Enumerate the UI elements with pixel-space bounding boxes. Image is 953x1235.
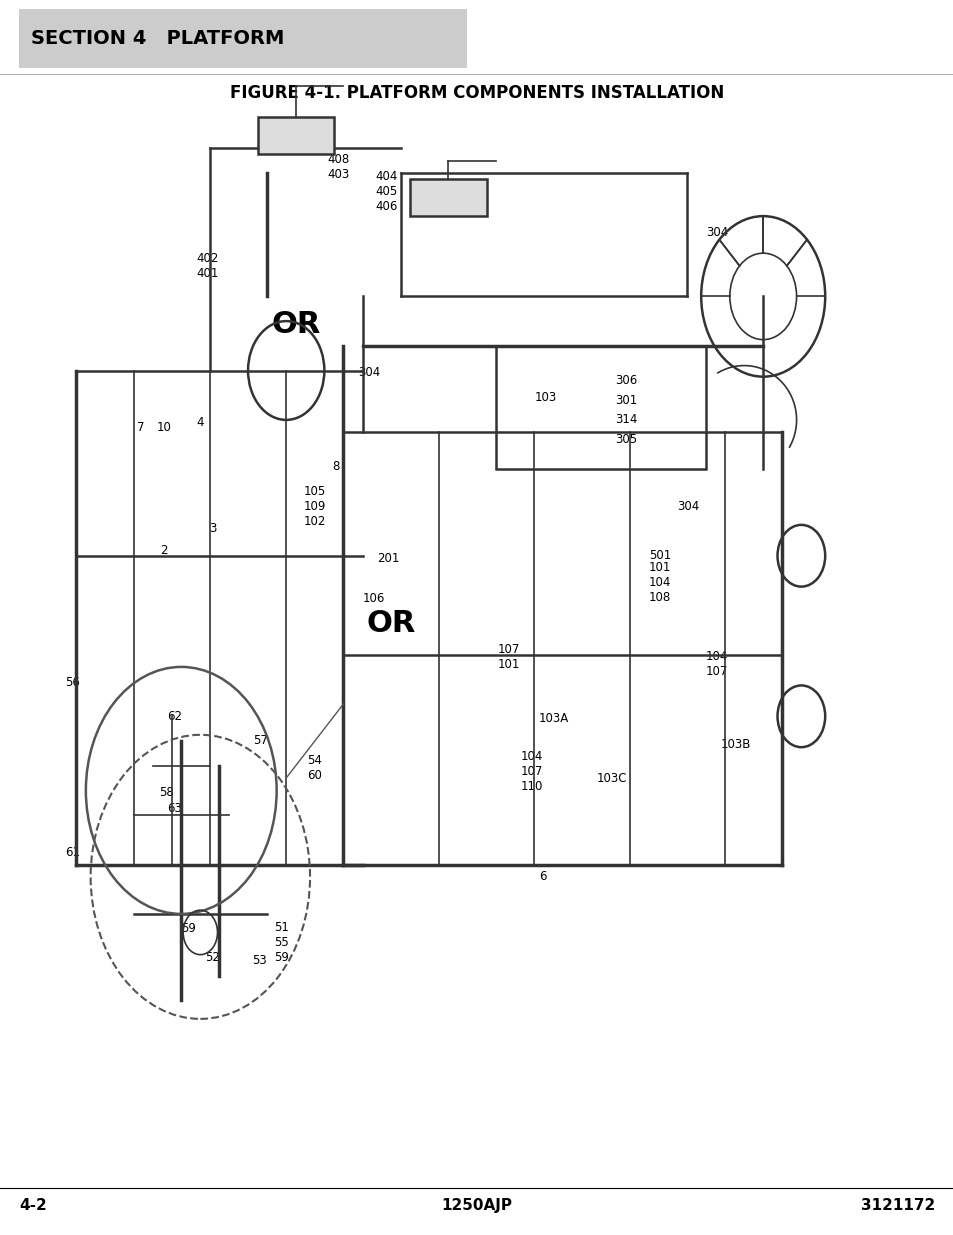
Text: 101
104
108: 101 104 108 [648, 562, 670, 604]
Text: 10: 10 [156, 421, 172, 433]
Text: OR: OR [271, 310, 320, 340]
Text: 105
109
102: 105 109 102 [303, 485, 326, 527]
Text: 56: 56 [65, 677, 80, 689]
Text: 304: 304 [677, 500, 699, 513]
Text: SECTION 4   PLATFORM: SECTION 4 PLATFORM [30, 28, 284, 48]
Text: 104
107: 104 107 [705, 651, 727, 678]
Text: 59: 59 [181, 923, 196, 935]
Text: 3121172: 3121172 [860, 1198, 934, 1213]
Text: 3: 3 [209, 522, 216, 535]
Text: 57: 57 [253, 735, 268, 747]
Text: 106: 106 [362, 593, 384, 605]
Text: 1250AJP: 1250AJP [441, 1198, 512, 1213]
Text: 63: 63 [167, 803, 182, 815]
Text: 54
60: 54 60 [307, 755, 322, 782]
Text: OR: OR [366, 609, 416, 638]
Text: 7: 7 [137, 421, 145, 433]
Text: 103C: 103C [596, 772, 626, 784]
Text: 2: 2 [160, 545, 168, 557]
Text: 103A: 103A [538, 713, 569, 725]
Text: 52: 52 [205, 951, 220, 963]
Text: 6: 6 [538, 871, 546, 883]
Polygon shape [257, 117, 334, 154]
Text: 61: 61 [65, 846, 80, 858]
Text: 501: 501 [648, 550, 670, 562]
Text: 4-2: 4-2 [19, 1198, 47, 1213]
Text: 408
403: 408 403 [327, 153, 350, 180]
Text: 402
401: 402 401 [196, 252, 219, 279]
Text: 58: 58 [159, 787, 173, 799]
Text: 305: 305 [615, 433, 637, 446]
Text: 304: 304 [357, 367, 379, 379]
Text: 306: 306 [615, 374, 637, 387]
Text: 104
107
110: 104 107 110 [520, 751, 543, 793]
Text: 4: 4 [196, 416, 204, 429]
Text: 8: 8 [332, 461, 339, 473]
Text: 301: 301 [615, 394, 637, 406]
Text: 304: 304 [705, 226, 727, 238]
Text: 201: 201 [376, 552, 398, 564]
Text: 51
55
59: 51 55 59 [274, 921, 289, 963]
Polygon shape [410, 179, 486, 216]
Text: 409: 409 [416, 206, 438, 219]
Text: 53: 53 [252, 955, 267, 967]
Text: 107
101: 107 101 [497, 643, 519, 671]
Text: 103B: 103B [720, 739, 750, 751]
FancyBboxPatch shape [19, 9, 467, 68]
Text: FIGURE 4-1. PLATFORM COMPONENTS INSTALLATION: FIGURE 4-1. PLATFORM COMPONENTS INSTALLA… [230, 84, 723, 101]
Text: 103: 103 [534, 391, 556, 404]
Text: 404
405
406: 404 405 406 [375, 170, 397, 212]
Text: 314: 314 [615, 414, 637, 426]
Text: 62: 62 [167, 710, 182, 722]
Text: 408
403: 408 403 [460, 184, 483, 211]
